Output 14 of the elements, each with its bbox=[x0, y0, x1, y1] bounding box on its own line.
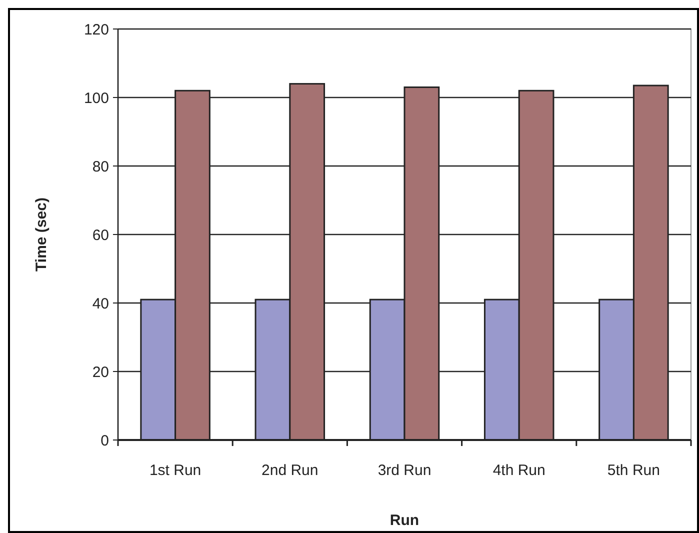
y-tick-label: 100 bbox=[84, 90, 109, 107]
x-tick-label: 1st Run bbox=[149, 462, 202, 479]
y-tick-label: 40 bbox=[92, 295, 109, 312]
y-tick-label: 20 bbox=[92, 364, 109, 381]
y-tick-label: 80 bbox=[92, 158, 109, 176]
y-tick-label: 0 bbox=[100, 432, 109, 450]
y-axis-title: Time (sec) bbox=[33, 198, 50, 272]
x-axis-title: Run bbox=[390, 512, 420, 529]
y-tick-label: 120 bbox=[84, 21, 109, 38]
y-tick-label: 60 bbox=[92, 226, 109, 244]
x-tick-label: 4th Run bbox=[492, 462, 546, 479]
x-tick-label: 3rd Run bbox=[378, 462, 432, 479]
x-tick-label: 2nd Run bbox=[262, 462, 318, 479]
x-tick-label: 5th Run bbox=[607, 462, 660, 479]
